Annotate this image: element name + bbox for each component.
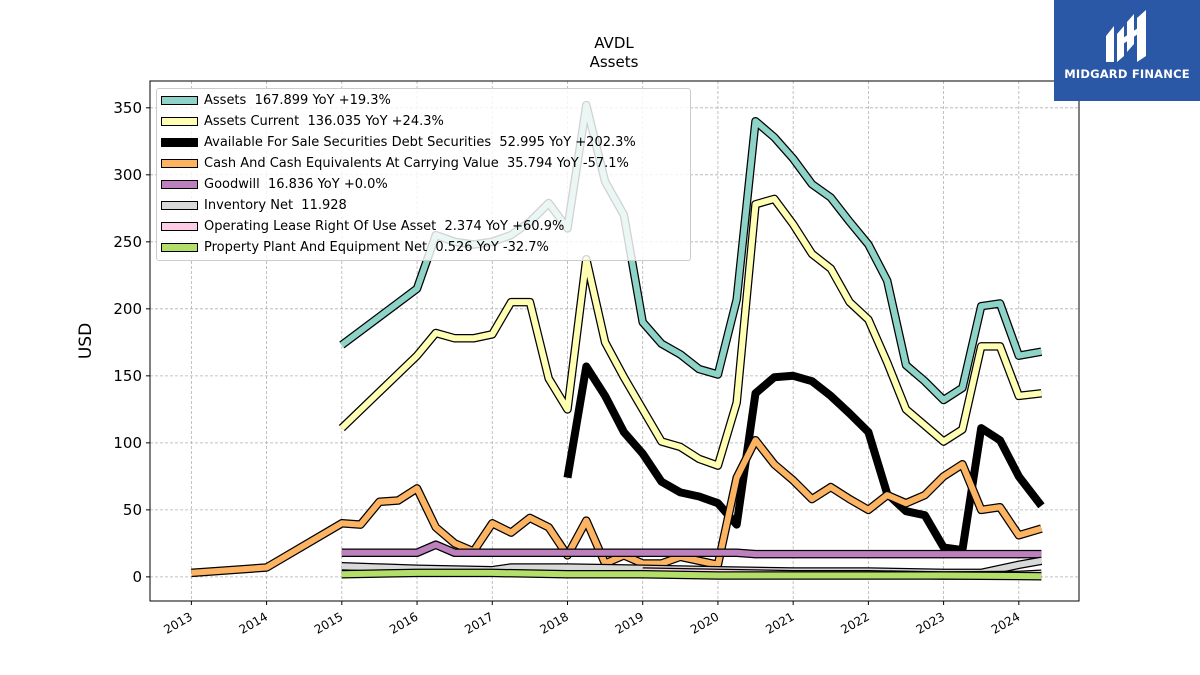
- x-tick-label: 2017: [462, 609, 495, 636]
- legend-swatch: [161, 222, 198, 231]
- legend-item: Cash And Cash Equivalents At Carrying Va…: [160, 155, 690, 176]
- legend: Assets 167.899 YoY +19.3% Assets Current …: [156, 88, 691, 261]
- legend-swatch: [161, 201, 198, 210]
- x-tick-label: 2023: [914, 609, 947, 636]
- x-tick-label: 2016: [387, 609, 420, 636]
- y-axis-label: USD: [76, 323, 96, 359]
- legend-item: Assets 167.899 YoY +19.3%: [160, 92, 690, 113]
- x-tick-label: 2013: [161, 609, 194, 636]
- legend-label: Operating Lease Right Of Use Asset 2.374…: [204, 219, 565, 234]
- logo-text: MIDGARD FINANCE: [1064, 67, 1190, 81]
- series-path: [563, 362, 1045, 555]
- series-line: [341, 540, 1042, 559]
- series-path: [341, 569, 1042, 580]
- legend-label: Assets 167.899 YoY +19.3%: [204, 93, 391, 108]
- legend-item: Property Plant And Equipment Net 0.526 Y…: [160, 239, 690, 260]
- x-tick-label: 2021: [763, 609, 796, 636]
- legend-item: Available For Sale Securities Debt Secur…: [160, 134, 690, 155]
- plot-frame: [149, 80, 1080, 602]
- legend-swatch: [161, 159, 198, 168]
- legend-item: Operating Lease Right Of Use Asset 2.374…: [160, 218, 690, 239]
- x-tick-label: 2024: [989, 609, 1022, 636]
- y-tick-label: 350: [113, 99, 142, 117]
- series-line: [563, 362, 1045, 555]
- y-tick-label: 50: [123, 501, 142, 519]
- y-tick-label: 250: [113, 233, 142, 251]
- legend-label: Goodwill 16.836 YoY +0.0%: [204, 177, 388, 192]
- legend-swatch: [161, 96, 198, 105]
- x-tick-label: 2018: [538, 609, 571, 636]
- series-line: [338, 194, 1042, 470]
- series-path: [341, 541, 1042, 558]
- midgard-logo-icon: [1106, 10, 1146, 62]
- legend-swatch: [161, 180, 198, 189]
- chart-subtitle: Assets: [590, 53, 639, 71]
- y-tick-label: 150: [113, 367, 142, 385]
- legend-label: Property Plant And Equipment Net 0.526 Y…: [204, 240, 549, 255]
- chart-title: AVDL: [594, 34, 634, 52]
- x-tick-label: 2020: [688, 609, 721, 636]
- series-line: [191, 435, 1043, 578]
- legend-item: Assets Current 136.035 YoY +24.3%: [160, 113, 690, 134]
- x-tick-label: 2015: [312, 609, 345, 636]
- legend-label: Available For Sale Securities Debt Secur…: [204, 135, 636, 150]
- legend-swatch: [161, 138, 198, 147]
- series-path: [339, 195, 1042, 469]
- y-tick-label: 300: [113, 166, 142, 184]
- series-path: [191, 437, 1043, 576]
- x-tick-label: 2022: [838, 609, 871, 636]
- y-tick-label: 100: [113, 434, 142, 452]
- legend-item: Goodwill 16.836 YoY +0.0%: [160, 176, 690, 197]
- y-tick-label: 200: [113, 300, 142, 318]
- midgard-finance-logo: MIDGARD FINANCE: [1054, 0, 1200, 101]
- legend-swatch: [161, 243, 198, 252]
- x-tick-label: 2014: [237, 609, 270, 636]
- legend-label: Cash And Cash Equivalents At Carrying Va…: [204, 156, 629, 171]
- series-line: [341, 568, 1042, 581]
- legend-item: Inventory Net 11.928: [160, 197, 690, 218]
- legend-swatch: [161, 117, 198, 126]
- y-tick-label: 0: [132, 568, 142, 586]
- legend-label: Assets Current 136.035 YoY +24.3%: [204, 114, 444, 129]
- legend-label: Inventory Net 11.928: [204, 198, 347, 213]
- x-tick-label: 2019: [613, 609, 646, 636]
